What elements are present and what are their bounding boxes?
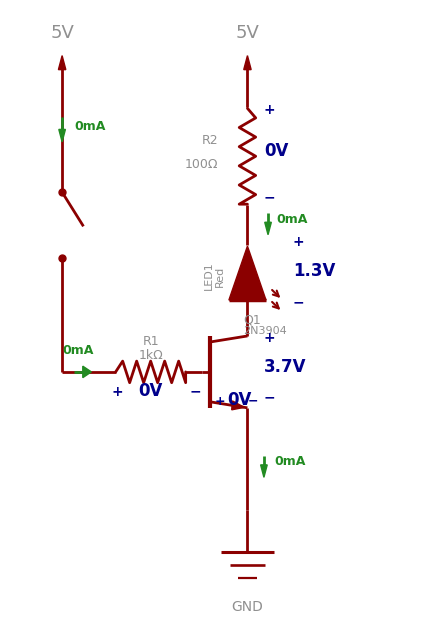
Text: −: − (190, 385, 201, 399)
Text: +: + (264, 331, 275, 345)
Text: 0V: 0V (139, 382, 163, 400)
Polygon shape (265, 222, 271, 235)
Text: 1kΩ: 1kΩ (138, 349, 163, 362)
Text: 0mA: 0mA (75, 120, 106, 133)
Polygon shape (261, 465, 267, 477)
Text: 1.3V: 1.3V (293, 262, 335, 280)
Text: 0mA: 0mA (62, 344, 94, 357)
Text: R1: R1 (142, 335, 159, 348)
Polygon shape (229, 246, 266, 300)
Text: Q1: Q1 (243, 314, 261, 327)
Text: LED1
Red: LED1 Red (204, 261, 225, 290)
Text: R2: R2 (202, 134, 219, 147)
Text: 2N3904: 2N3904 (243, 326, 287, 336)
Text: −: − (264, 190, 275, 204)
Text: +: + (264, 104, 275, 117)
Text: +: + (214, 395, 225, 408)
Text: −: − (264, 391, 275, 405)
Text: 100Ω: 100Ω (185, 158, 219, 171)
Text: 0V: 0V (264, 142, 288, 160)
Text: GND: GND (232, 600, 263, 613)
Polygon shape (232, 401, 245, 410)
Text: +: + (112, 385, 123, 399)
Text: 0V: 0V (227, 391, 251, 409)
Text: +: + (293, 235, 304, 249)
Text: −: − (248, 395, 258, 408)
Polygon shape (58, 56, 66, 70)
Text: 3.7V: 3.7V (264, 358, 306, 376)
Polygon shape (83, 366, 91, 378)
Text: −: − (293, 295, 304, 309)
Text: 5V: 5V (236, 24, 260, 42)
Text: 0mA: 0mA (276, 213, 308, 226)
Polygon shape (244, 56, 251, 70)
Text: 5V: 5V (50, 24, 74, 42)
Polygon shape (59, 129, 65, 142)
Text: 0mA: 0mA (274, 456, 305, 468)
